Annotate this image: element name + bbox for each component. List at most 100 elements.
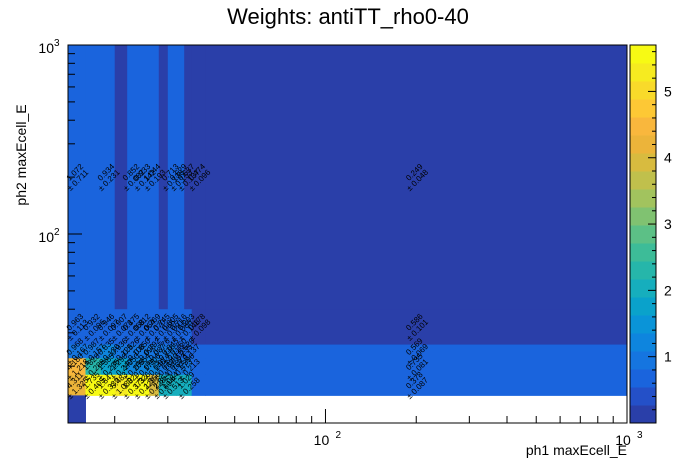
heatmap-cell — [205, 358, 628, 376]
x-tick-exponent: 2 — [335, 430, 341, 441]
chart-title: Weights: antiTT_rho0-40 — [227, 4, 469, 29]
heatmap-cell — [176, 358, 185, 376]
heatmap-cell — [100, 309, 116, 346]
heatmap-cell — [127, 374, 140, 396]
colorbar-segment — [630, 171, 656, 190]
heatmap-cell — [100, 344, 116, 359]
heatmap-cell — [184, 374, 193, 396]
color-scale-bar: 1 2 3 4 5 — [629, 44, 672, 424]
heatmap-cell — [85, 45, 102, 310]
colorbar-segment — [630, 315, 656, 334]
x-tick-exponent: 3 — [637, 430, 643, 441]
heatmap-cell — [85, 374, 102, 396]
heatmap-cell — [205, 344, 628, 359]
heatmap-cell — [114, 344, 128, 359]
heatmap-cell — [100, 358, 116, 376]
colorbar-segment — [630, 189, 656, 208]
heatmap-cell — [191, 45, 206, 310]
heatmap-cell — [149, 45, 160, 310]
colorbar-segment — [630, 135, 656, 154]
heatmap-cell — [138, 309, 150, 346]
heatmap-cell — [68, 358, 86, 376]
colorbar-segment — [630, 387, 656, 406]
heatmap-cell — [158, 374, 169, 396]
colorbar-segment — [630, 63, 656, 82]
colorbar-frame — [629, 44, 657, 424]
heatmap-cell — [149, 374, 160, 396]
colorbar-segment — [630, 351, 656, 370]
x-axis-label: ph1 maxEcell_E — [526, 442, 627, 458]
y-tick-exponent: 2 — [54, 227, 60, 238]
colorbar-tick-label: 2 — [664, 282, 672, 298]
heatmap-cell — [167, 358, 177, 376]
heatmap-cell — [68, 374, 86, 396]
heatmap-cell — [205, 374, 628, 396]
heatmap-cell — [149, 358, 160, 376]
heatmap-cell — [191, 344, 206, 359]
heatmap-cell — [68, 344, 86, 359]
heatmap-cell — [191, 309, 206, 346]
heatmap-cell — [85, 344, 102, 359]
heatmap-cell — [85, 309, 102, 346]
heatmap-cell — [167, 309, 177, 346]
heatmap-cell — [184, 45, 193, 310]
heatmap-cell — [158, 309, 169, 346]
heatmap-cell — [68, 309, 86, 346]
heatmap-cell — [205, 45, 628, 310]
heatmap-cell — [100, 45, 116, 310]
heatmap-cell — [85, 358, 102, 376]
colorbar-segment — [630, 405, 656, 424]
heatmap-cell — [176, 309, 185, 346]
heatmap-cell — [205, 309, 628, 346]
colorbar-segment — [630, 261, 656, 280]
heatmap-cell — [176, 45, 185, 310]
colorbar-tick-label: 5 — [664, 83, 672, 99]
heatmap-cell — [127, 309, 140, 346]
colorbar-segment — [630, 153, 656, 172]
colorbar-segment — [630, 117, 656, 136]
heatmap-cell — [176, 374, 185, 396]
heatmap-cell — [158, 358, 169, 376]
heatmap-cell — [138, 45, 150, 310]
heatmap-cell — [158, 344, 169, 359]
heatmap-cell — [191, 358, 206, 376]
colorbar-segment — [630, 297, 656, 316]
x-tick-label: 10 — [615, 432, 631, 448]
colorbar-tick-label: 4 — [664, 150, 672, 166]
heatmap-cell — [68, 395, 86, 424]
heatmap-cell — [191, 374, 206, 396]
cell-value-labels: 1.072± 0.711 0.934± 0.231 0.852± 0.0820.93… — [65, 162, 431, 401]
heatmap-cell — [138, 374, 150, 396]
heatmap-cell — [176, 344, 185, 359]
colorbar-segment — [630, 279, 656, 298]
colorbar-segment — [630, 207, 656, 226]
heatmap-cell — [149, 309, 160, 346]
x-tick-label: 10 — [314, 432, 330, 448]
heatmap-cell — [127, 344, 140, 359]
colorbar-segment — [630, 45, 656, 64]
heatmap-cell — [127, 358, 140, 376]
heatmap-cell — [114, 374, 128, 396]
heatmap-cell — [158, 45, 169, 310]
colorbar-tick-label: 1 — [664, 349, 672, 365]
heatmap-cell — [127, 45, 140, 310]
colorbar-tick-label: 3 — [664, 216, 672, 232]
colorbar-segment — [630, 333, 656, 352]
heatmap-cells — [68, 45, 628, 424]
heatmap-cell — [184, 344, 193, 359]
colorbar-segment — [630, 81, 656, 100]
heatmap-cell — [184, 309, 193, 346]
heatmap-cell — [114, 309, 128, 346]
colorbar-segment — [630, 225, 656, 244]
x-axis-ticks: 10 2 10 3 — [114, 409, 643, 448]
colorbar-segment — [630, 369, 656, 388]
colorbar-segment — [630, 243, 656, 262]
y-axis-label: ph2 maxEcell_E — [13, 104, 29, 205]
y-tick-exponent: 3 — [54, 38, 60, 49]
heatmap-cell — [149, 344, 160, 359]
heatmap-cell — [167, 374, 177, 396]
heatmap-cell — [184, 358, 193, 376]
heatmap-cell — [68, 45, 86, 310]
